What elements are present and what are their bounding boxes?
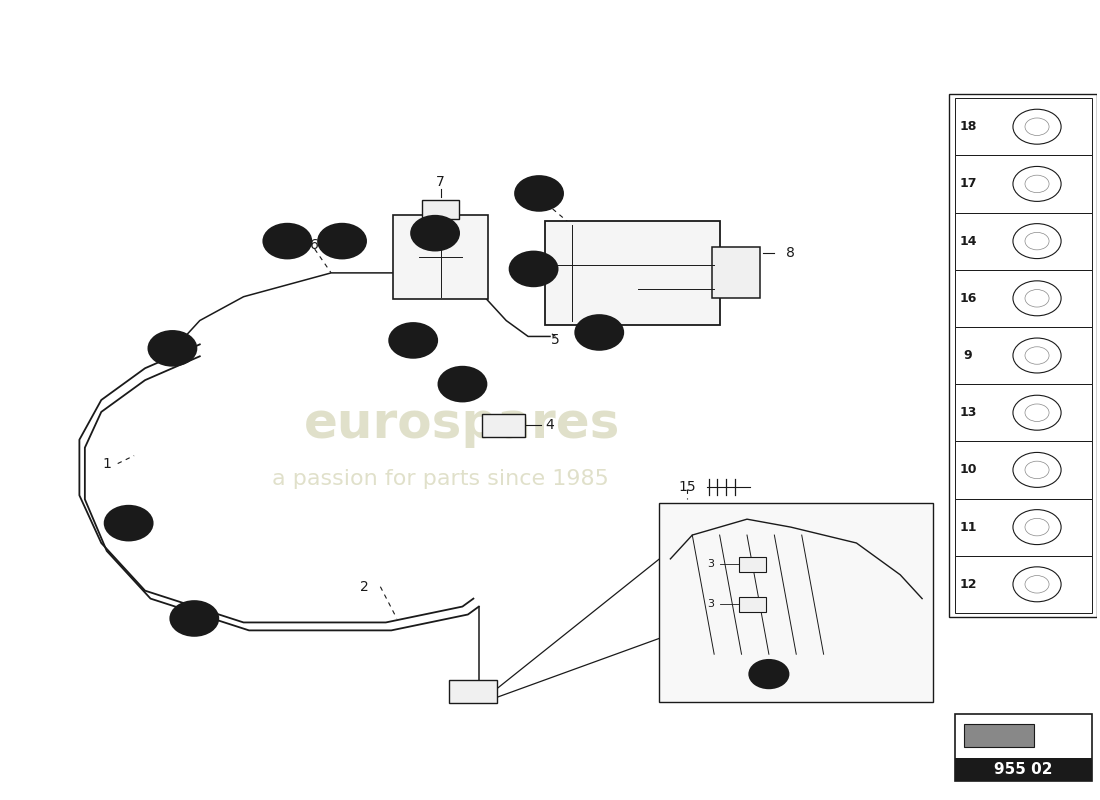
Text: 14: 14 — [959, 234, 977, 248]
Text: 3: 3 — [707, 599, 714, 609]
Text: 17: 17 — [959, 178, 977, 190]
Bar — [955, 270, 1091, 327]
Text: 18: 18 — [427, 226, 443, 240]
Bar — [955, 758, 1091, 782]
Text: 10: 10 — [121, 517, 136, 530]
FancyBboxPatch shape — [739, 597, 766, 612]
Circle shape — [439, 366, 486, 402]
Text: 13: 13 — [959, 406, 977, 419]
Text: 8: 8 — [786, 246, 795, 260]
Text: 15: 15 — [678, 480, 695, 494]
Text: 18: 18 — [526, 262, 541, 275]
Bar — [955, 384, 1091, 442]
Text: a passion for parts since 1985: a passion for parts since 1985 — [272, 470, 609, 490]
Text: 18: 18 — [959, 120, 977, 134]
Text: 14: 14 — [592, 326, 607, 339]
Circle shape — [411, 216, 459, 250]
Text: 17: 17 — [531, 187, 547, 200]
Circle shape — [509, 251, 558, 286]
Text: 1: 1 — [102, 457, 111, 470]
Circle shape — [389, 323, 438, 358]
Bar — [955, 155, 1091, 213]
Text: 6: 6 — [310, 238, 319, 252]
Bar — [955, 213, 1091, 270]
FancyBboxPatch shape — [544, 222, 719, 325]
Text: 16: 16 — [959, 292, 977, 305]
Text: 11: 11 — [454, 378, 471, 390]
Bar — [659, 503, 933, 702]
Bar — [955, 327, 1091, 384]
Text: 2: 2 — [360, 580, 368, 594]
Circle shape — [749, 660, 789, 688]
Text: 4: 4 — [546, 418, 554, 433]
Circle shape — [104, 506, 153, 541]
FancyBboxPatch shape — [482, 414, 525, 438]
Text: 955 02: 955 02 — [994, 762, 1053, 777]
FancyBboxPatch shape — [422, 200, 459, 219]
Text: eurospares: eurospares — [305, 400, 620, 448]
Bar — [955, 442, 1091, 498]
FancyBboxPatch shape — [394, 215, 487, 299]
Text: 10: 10 — [959, 463, 977, 477]
Text: 13: 13 — [334, 234, 350, 248]
Bar — [949, 94, 1097, 617]
Circle shape — [318, 224, 366, 258]
Circle shape — [263, 224, 311, 258]
Text: 7: 7 — [437, 174, 444, 189]
Circle shape — [170, 601, 219, 636]
Text: 11: 11 — [186, 612, 202, 625]
Text: 5: 5 — [551, 334, 560, 347]
Text: 9: 9 — [964, 349, 972, 362]
FancyBboxPatch shape — [964, 724, 1034, 747]
FancyBboxPatch shape — [739, 558, 766, 572]
Text: 11: 11 — [959, 521, 977, 534]
Bar — [955, 556, 1091, 613]
Text: 12: 12 — [279, 234, 295, 248]
Text: 16: 16 — [762, 669, 776, 679]
Bar — [955, 714, 1091, 782]
FancyBboxPatch shape — [712, 247, 760, 298]
Circle shape — [515, 176, 563, 211]
Text: 3: 3 — [707, 559, 714, 570]
Text: 12: 12 — [959, 578, 977, 591]
Circle shape — [148, 331, 197, 366]
FancyBboxPatch shape — [449, 681, 497, 703]
Bar — [955, 498, 1091, 556]
Text: 9: 9 — [168, 342, 176, 355]
Bar — [955, 98, 1091, 155]
Circle shape — [575, 315, 624, 350]
Text: 10: 10 — [405, 334, 421, 347]
